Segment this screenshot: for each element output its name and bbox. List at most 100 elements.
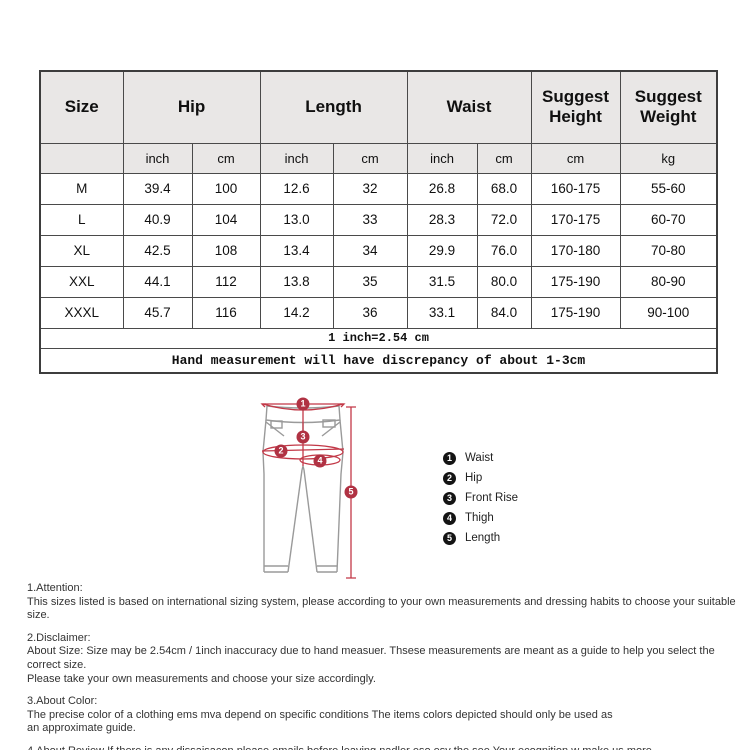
table-cell: 34	[332, 234, 408, 267]
table-cell: 170-180	[530, 234, 621, 267]
note-attention: 1.Attention: This sizes listed is based …	[27, 582, 736, 622]
table-cell: 70-80	[619, 234, 718, 267]
legend-label: Hip	[465, 472, 483, 484]
header-suggest-weight: Suggest Weight	[619, 70, 718, 144]
table-cell: 175-190	[530, 296, 621, 329]
table-cell: 72.0	[476, 203, 532, 236]
table-cell: 31.5	[406, 265, 478, 298]
legend-label: Length	[465, 532, 501, 544]
table-cell: 40.9	[122, 203, 193, 236]
table-cell: M	[39, 172, 124, 205]
table-cell: 175-190	[530, 265, 621, 298]
table-cell: 108	[191, 234, 261, 267]
legend-number-badge: 5	[443, 531, 456, 545]
table-cell: 42.5	[122, 234, 193, 267]
unit-cell: cm	[476, 142, 532, 174]
note-conversion: 1 inch=2.54 cm	[39, 327, 718, 349]
table-cell: 60-70	[619, 203, 718, 236]
table-cell: 33.1	[406, 296, 478, 329]
header-size: Size	[39, 70, 124, 144]
fine-print-notes: 1.Attention: This sizes listed is based …	[27, 582, 739, 750]
table-note-measurement-row: Hand measurement will have discrepancy o…	[39, 347, 718, 374]
table-cell: 14.2	[259, 296, 334, 329]
unit-cell: kg	[619, 142, 718, 174]
table-cell: 80-90	[619, 265, 718, 298]
table-row-m: M 39.4 100 12.6 32 26.8 68.0 160-175 55-…	[39, 172, 718, 205]
legend-item-hip: 2 Hip	[443, 468, 518, 488]
table-cell: 28.3	[406, 203, 478, 236]
unit-cell: inch	[406, 142, 478, 174]
table-cell: 116	[191, 296, 261, 329]
table-cell: 32	[332, 172, 408, 205]
table-cell: 104	[191, 203, 261, 236]
legend-number-badge: 2	[443, 471, 456, 485]
note-measurement: Hand measurement will have discrepancy o…	[39, 347, 718, 374]
table-cell: 55-60	[619, 172, 718, 205]
legend-label: Front Rise	[465, 492, 519, 504]
table-row-xxl: XXL 44.1 112 13.8 35 31.5 80.0 175-190 8…	[39, 265, 718, 298]
diagram-legend: 1 Waist 2 Hip 3 Front Rise 4 Thigh 5 Len…	[443, 448, 518, 548]
table-cell: 13.0	[259, 203, 334, 236]
pants-measurement-diagram: 1 2 3 4 5 1 Waist 2 Hip 3 Front Rise 4 T…	[0, 392, 750, 584]
table-cell: 13.4	[259, 234, 334, 267]
table-cell: 13.8	[259, 265, 334, 298]
table-cell: XXL	[39, 265, 124, 298]
unit-cell: inch	[259, 142, 334, 174]
unit-cell	[39, 142, 124, 174]
diagram-marker-length: 5	[344, 485, 358, 499]
diagram-marker-hip: 2	[274, 444, 288, 458]
table-cell: 84.0	[476, 296, 532, 329]
note-about-color: 3.About Color: The precise color of a cl…	[27, 695, 613, 735]
unit-cell: cm	[530, 142, 621, 174]
note-disclaimer: 2.Disclaimer: About Size: Size may be 2.…	[27, 631, 715, 685]
table-cell: 39.4	[122, 172, 193, 205]
table-cell: 76.0	[476, 234, 532, 267]
table-cell: 45.7	[122, 296, 193, 329]
table-cell: 26.8	[406, 172, 478, 205]
legend-item-waist: 1 Waist	[443, 448, 518, 468]
table-cell: 170-175	[530, 203, 621, 236]
table-note-conversion-row: 1 inch=2.54 cm	[39, 327, 718, 349]
legend-number-badge: 4	[443, 511, 456, 525]
table-cell: 90-100	[619, 296, 718, 329]
table-units-row: inch cm inch cm inch cm cm kg	[39, 142, 718, 174]
table-row-l: L 40.9 104 13.0 33 28.3 72.0 170-175 60-…	[39, 203, 718, 236]
table-cell: XL	[39, 234, 124, 267]
header-hip: Hip	[122, 70, 261, 144]
table-cell: 35	[332, 265, 408, 298]
header-waist: Waist	[406, 70, 532, 144]
unit-cell: cm	[332, 142, 408, 174]
table-cell: 100	[191, 172, 261, 205]
diagram-marker-waist: 1	[296, 397, 310, 411]
table-cell: L	[39, 203, 124, 236]
header-suggest-height: Suggest Height	[530, 70, 621, 144]
diagram-marker-front-rise: 3	[296, 430, 310, 444]
table-cell: 33	[332, 203, 408, 236]
legend-item-length: 5 Length	[443, 528, 518, 548]
table-header-row: Size Hip Length Waist Suggest Height Sug…	[39, 70, 718, 144]
table-cell: 44.1	[122, 265, 193, 298]
legend-label: Waist	[465, 452, 494, 464]
note-about-review: 4.About Review If there is any dissaisac…	[27, 745, 739, 750]
table-cell: 80.0	[476, 265, 532, 298]
table-cell: 68.0	[476, 172, 532, 205]
table-cell: 112	[191, 265, 261, 298]
table-row-xl: XL 42.5 108 13.4 34 29.9 76.0 170-180 70…	[39, 234, 718, 267]
unit-cell: inch	[122, 142, 193, 174]
table-cell: XXXL	[39, 296, 124, 329]
unit-cell: cm	[191, 142, 261, 174]
pants-outline-drawing	[260, 403, 356, 579]
table-cell: 12.6	[259, 172, 334, 205]
legend-number-badge: 1	[443, 451, 456, 465]
legend-item-front-rise: 3 Front Rise	[443, 488, 518, 508]
legend-label: Thigh	[465, 512, 494, 524]
legend-number-badge: 3	[443, 491, 456, 505]
table-cell: 160-175	[530, 172, 621, 205]
table-cell: 29.9	[406, 234, 478, 267]
table-cell: 36	[332, 296, 408, 329]
table-row-xxxl: XXXL 45.7 116 14.2 36 33.1 84.0 175-190 …	[39, 296, 718, 329]
header-length: Length	[259, 70, 408, 144]
size-chart-table: Size Hip Length Waist Suggest Height Sug…	[39, 70, 719, 374]
legend-item-thigh: 4 Thigh	[443, 508, 518, 528]
